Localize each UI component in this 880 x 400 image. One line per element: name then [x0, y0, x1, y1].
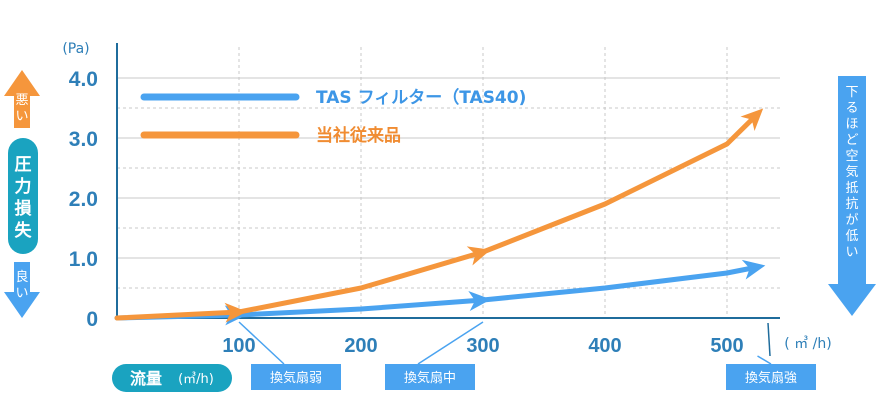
fan-tag-leader: [238, 321, 285, 365]
pressure-loss-char: 力: [15, 176, 32, 197]
right-label-char: い: [845, 245, 858, 260]
y-tick-labels: 0 1.0 2.0 3.0 4.0: [69, 68, 98, 331]
right-label-char: が: [845, 213, 858, 228]
down-arrow-icon: [4, 262, 40, 318]
fan-tag-leader: [417, 321, 484, 365]
right-label-char: ど: [845, 133, 858, 148]
right-label-char: 気: [845, 164, 858, 180]
x-tick-label: 400: [588, 335, 621, 357]
fan-tag-bg: [251, 364, 341, 390]
good-char-1: 良: [15, 269, 28, 285]
pressure-loss-pill: [8, 138, 38, 254]
x-tick-labels: 100 200 300 400 500: [222, 335, 743, 357]
fan-tag: 換気扇弱: [238, 321, 341, 390]
x-tick-label: 200: [344, 335, 377, 357]
legend-label-tas: TAS フィルター（TAS40): [316, 87, 526, 108]
x-axis-tail-line: [767, 322, 771, 357]
worse-char-1: 悪: [15, 93, 28, 108]
y-tick-label: 0: [86, 308, 98, 331]
pressure-loss-char: 損: [15, 198, 33, 219]
right-label-char: 低: [845, 229, 858, 244]
fan-tag: 換気扇中: [385, 321, 484, 390]
series-arrowhead-0: [741, 259, 766, 280]
y-tick-label: 2.0: [69, 188, 98, 211]
x-unit-label: ( ㎥ /h): [784, 336, 831, 352]
fan-tags: 換気扇弱 換気扇中 換気扇強: [238, 321, 816, 390]
right-label-char: 空: [845, 149, 858, 164]
fan-tag-bg: [385, 364, 475, 390]
series-line-1: [114, 111, 760, 321]
arrowhead-icon: [740, 108, 764, 131]
x-tick-label: 500: [710, 335, 743, 357]
fan-tag-label: 換気扇強: [745, 370, 797, 386]
fan-tag-label: 換気扇中: [404, 370, 456, 386]
legend: TAS フィルター（TAS40) 当社従来品: [140, 87, 526, 146]
series-arrowhead-1: [466, 246, 491, 266]
flow-rate-label: 流量: [130, 369, 162, 388]
arrowhead-icon: [224, 302, 247, 323]
right-down-arrow-icon: [828, 76, 876, 316]
y-tick-label: 4.0: [69, 68, 98, 91]
pressure-loss-char: 圧: [15, 155, 32, 175]
right-label-char: 下: [845, 85, 858, 100]
worse-char-2: い: [15, 109, 28, 124]
legend-label-conventional: 当社従来品: [316, 125, 401, 146]
fan-tag-label: 換気扇弱: [270, 370, 322, 386]
fan-tag-bg: [726, 364, 816, 390]
series-arrowhead-0: [468, 291, 491, 311]
y-unit-label: (Pa): [62, 41, 89, 57]
arrowhead-icon: [741, 259, 766, 280]
right-label-char: 抵: [845, 181, 858, 196]
arrowhead-icon: [466, 246, 491, 266]
series-arrowhead-1: [740, 108, 764, 131]
flow-rate-pill: 流量 (㎥/h): [112, 364, 232, 392]
flow-rate-unit: (㎥/h): [178, 372, 214, 387]
fan-tag-leader: [757, 355, 772, 365]
right-label-char: 抗: [845, 197, 858, 212]
y-tick-label: 3.0: [69, 128, 98, 151]
arrowhead-icon: [468, 291, 491, 311]
y-tick-label: 1.0: [69, 248, 98, 271]
up-arrow-icon: [4, 70, 40, 128]
x-tick-label: 100: [222, 335, 255, 357]
right-label-char: ほ: [845, 117, 858, 132]
x-tick-label: 300: [466, 335, 499, 357]
axes: [116, 43, 780, 357]
flow-rate-pill-bg: [112, 364, 232, 392]
good-char-2: い: [15, 286, 28, 301]
series-layer: [114, 108, 766, 326]
right-label-char: る: [845, 101, 858, 116]
fan-tag: 換気扇強: [726, 355, 816, 390]
series-arrowhead-1: [224, 302, 247, 323]
series-line-0: [114, 264, 760, 321]
pressure-loss-char: 失: [15, 220, 33, 241]
